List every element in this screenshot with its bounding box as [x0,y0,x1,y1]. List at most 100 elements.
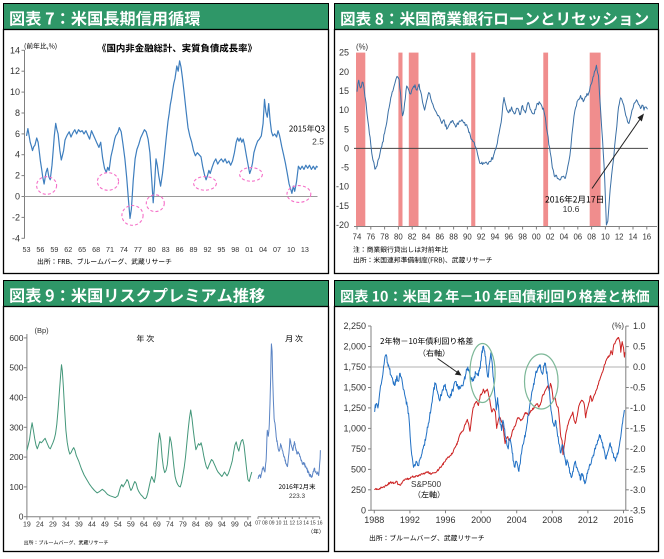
svg-text:2,250: 2,250 [343,321,366,331]
svg-text:34: 34 [62,522,70,529]
svg-text:200: 200 [9,452,23,462]
svg-text:11: 11 [283,521,288,527]
svg-text:14: 14 [10,45,20,55]
svg-text:59: 59 [127,522,135,529]
svg-text:04: 04 [560,233,569,242]
svg-text:750: 750 [351,444,366,454]
svg-text:500: 500 [9,363,23,373]
svg-text:84: 84 [422,233,431,242]
svg-text:00: 00 [532,233,541,242]
svg-text:64: 64 [140,522,148,529]
svg-text:08: 08 [587,233,596,242]
svg-text:86: 86 [176,245,184,254]
svg-text:-2: -2 [12,212,20,222]
svg-text:07: 07 [255,521,261,527]
svg-text:12: 12 [615,233,624,242]
svg-text:53: 53 [23,245,31,254]
svg-text:82: 82 [408,233,417,242]
svg-text:0.5: 0.5 [633,342,646,352]
svg-text:1992: 1992 [400,515,420,525]
svg-text:0: 0 [361,505,366,515]
svg-text:2012: 2012 [578,515,598,525]
svg-text:10: 10 [339,105,349,115]
svg-text:98: 98 [231,245,239,254]
svg-text:4: 4 [15,150,20,160]
svg-text:12: 12 [290,521,296,527]
svg-text:0: 0 [344,143,349,153]
svg-text:10: 10 [601,233,610,242]
svg-text:14: 14 [303,521,309,527]
svg-text:68: 68 [92,245,100,254]
svg-text:8: 8 [15,108,20,118]
svg-text:01: 01 [245,245,253,254]
svg-text:1,500: 1,500 [343,382,366,392]
svg-text:(%): (%) [612,322,625,331]
svg-text:79: 79 [179,522,187,529]
svg-text:06: 06 [573,233,582,242]
svg-text:1.0: 1.0 [633,321,646,331]
svg-text:-3.0: -3.0 [630,485,646,495]
svg-text:84: 84 [192,522,200,529]
svg-text:2,000: 2,000 [343,342,366,352]
svg-text:56: 56 [36,245,44,254]
svg-text:49: 49 [101,522,109,529]
svg-text:13: 13 [301,245,309,254]
svg-text:83: 83 [162,245,170,254]
svg-text:400: 400 [9,393,23,403]
svg-text:04: 04 [244,522,252,529]
svg-text:10: 10 [276,521,282,527]
svg-text:14: 14 [629,233,638,242]
svg-text:-1.5: -1.5 [630,423,646,433]
svg-text:65: 65 [78,245,86,254]
svg-text:90: 90 [463,233,472,242]
svg-text:98: 98 [518,233,527,242]
svg-text:20: 20 [339,67,349,77]
svg-text:100: 100 [9,482,23,492]
svg-text:29: 29 [49,522,57,529]
svg-text:0: 0 [15,192,20,202]
svg-text:39: 39 [75,522,83,529]
svg-text:6: 6 [15,129,20,139]
svg-text:-5: -5 [341,163,349,173]
svg-text:92: 92 [477,233,486,242]
svg-text:19: 19 [23,522,31,529]
svg-text:-2.0: -2.0 [630,444,646,454]
svg-text:500: 500 [351,464,366,474]
svg-text:1,250: 1,250 [343,403,366,413]
svg-text:-1.0: -1.0 [630,403,646,413]
svg-text:600: 600 [9,333,23,343]
svg-text:1996: 1996 [435,515,455,525]
svg-text:86: 86 [435,233,444,242]
svg-text:10: 10 [10,87,20,97]
svg-text:15: 15 [339,86,349,96]
svg-text:250: 250 [351,485,366,495]
svg-text:02: 02 [546,233,555,242]
svg-text:13: 13 [296,521,302,527]
svg-text:74: 74 [353,233,362,242]
svg-text:-20: -20 [336,220,349,230]
svg-text:1,000: 1,000 [343,423,366,433]
svg-text:80: 80 [148,245,156,254]
svg-text:S&P500: S&P500 [411,480,441,489]
svg-text:5: 5 [344,124,349,134]
svg-text:0: 0 [19,512,24,522]
svg-text:2004: 2004 [507,515,527,525]
svg-text:04: 04 [259,245,267,254]
svg-text:12: 12 [10,66,20,76]
svg-text:76: 76 [366,233,375,242]
svg-text:-3.5: -3.5 [630,505,646,515]
svg-text:16: 16 [317,521,323,527]
svg-text:10.6: 10.6 [563,204,580,214]
svg-text:16: 16 [642,233,651,242]
svg-text:-0.5: -0.5 [630,383,646,393]
svg-text:0.0: 0.0 [633,362,646,372]
svg-text:54: 54 [114,522,122,529]
svg-text:2000: 2000 [471,515,491,525]
svg-text:94: 94 [218,522,226,529]
svg-text:78: 78 [380,233,389,242]
svg-text:08: 08 [262,521,268,527]
svg-text:07: 07 [273,245,281,254]
svg-text:96: 96 [504,233,513,242]
svg-text:300: 300 [9,422,23,432]
svg-text:99: 99 [231,522,239,529]
